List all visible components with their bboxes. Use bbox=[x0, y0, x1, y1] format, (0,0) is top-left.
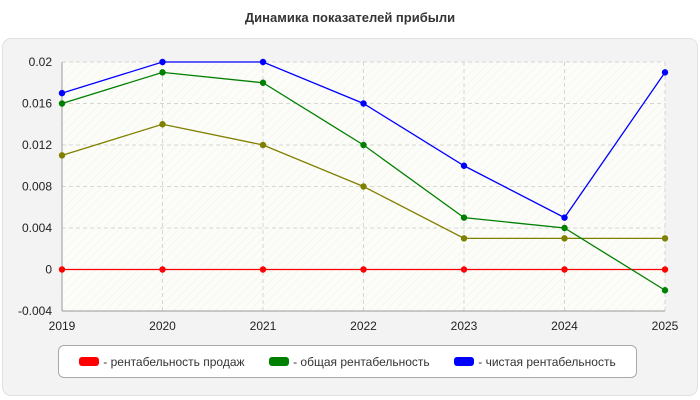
data-point bbox=[360, 100, 367, 107]
data-point bbox=[58, 89, 66, 97]
y-axis-ticks: -0.004 0 0.004 0.008 0.012 0.016 0.02 bbox=[18, 55, 52, 318]
legend-swatch bbox=[454, 357, 475, 366]
data-point bbox=[661, 69, 669, 76]
data-point bbox=[460, 266, 468, 273]
legend-label: - общая рентабельность bbox=[293, 354, 430, 369]
legend-item-total-profitability: - общая рентабельность bbox=[269, 355, 430, 369]
data-point bbox=[259, 266, 267, 273]
data-point bbox=[460, 235, 468, 242]
x-tick-label: 2023 bbox=[451, 319, 478, 333]
x-axis-ticks: 2019 2020 2021 2022 2023 2024 2025 bbox=[49, 319, 679, 333]
data-point bbox=[58, 152, 66, 159]
legend-label: - рентабельность продаж bbox=[103, 354, 245, 369]
x-tick-label: 2022 bbox=[350, 319, 377, 333]
chart-title: Динамика показателей прибыли bbox=[244, 10, 456, 25]
data-point bbox=[460, 162, 468, 169]
data-point bbox=[561, 224, 568, 232]
x-tick-label: 2019 bbox=[49, 319, 76, 333]
data-point bbox=[259, 141, 267, 149]
data-point bbox=[561, 266, 568, 273]
data-point bbox=[159, 58, 166, 66]
x-tick-label: 2024 bbox=[551, 319, 578, 333]
data-point bbox=[360, 266, 367, 273]
y-tick-label: 0.012 bbox=[22, 138, 52, 152]
data-point bbox=[661, 235, 669, 242]
series bbox=[58, 58, 669, 294]
legend-item-net-profitability: - чистая рентабельность bbox=[454, 354, 616, 369]
data-point bbox=[561, 214, 568, 221]
y-tick-label: 0.02 bbox=[29, 55, 53, 69]
data-point bbox=[460, 214, 468, 221]
legend-swatch bbox=[269, 357, 290, 366]
legend-item-sales-profitability: - рентабельность продаж bbox=[79, 354, 245, 369]
x-tick-label: 2025 bbox=[652, 319, 679, 333]
data-point bbox=[259, 58, 267, 66]
legend: - рентабельность продаж - общая рентабел… bbox=[58, 345, 637, 378]
y-tick-label: 0 bbox=[45, 263, 52, 277]
data-point bbox=[58, 100, 66, 107]
y-tick-label: 0.004 bbox=[22, 221, 52, 235]
y-tick-label: -0.004 bbox=[18, 304, 52, 318]
data-point bbox=[159, 121, 166, 128]
y-tick-label: 0.008 bbox=[22, 180, 52, 194]
data-point bbox=[561, 235, 568, 242]
legend-swatch bbox=[79, 357, 100, 366]
x-tick-label: 2020 bbox=[149, 319, 176, 333]
data-point bbox=[259, 79, 267, 86]
y-tick-label: 0.016 bbox=[22, 97, 52, 111]
data-point bbox=[360, 183, 367, 190]
data-point bbox=[159, 266, 166, 273]
legend-label: - чистая рентабельность bbox=[478, 354, 616, 369]
data-point bbox=[159, 69, 166, 76]
data-point bbox=[58, 266, 66, 273]
x-tick-label: 2021 bbox=[250, 319, 277, 333]
data-point bbox=[360, 141, 367, 149]
data-point bbox=[661, 266, 669, 273]
data-point bbox=[661, 287, 669, 294]
